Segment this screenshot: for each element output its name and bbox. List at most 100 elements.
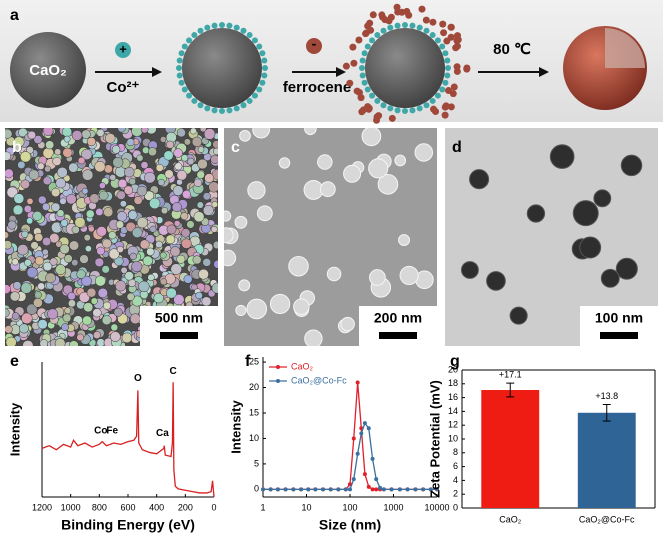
grain — [37, 162, 45, 170]
scale-bar — [600, 332, 638, 339]
grain — [115, 220, 124, 229]
grain — [186, 220, 195, 229]
ferrocene-molecule — [439, 20, 447, 28]
data-point — [362, 421, 367, 426]
grain — [49, 257, 58, 266]
grain — [42, 176, 52, 186]
grain — [23, 204, 32, 213]
cobalt-ion — [387, 105, 394, 112]
particle — [377, 174, 399, 195]
grain — [88, 225, 95, 233]
cobalt-ion — [364, 86, 371, 93]
particle — [239, 129, 251, 142]
particle — [549, 144, 575, 169]
cobalt-ion — [246, 32, 253, 39]
ferrocene-molecule — [453, 37, 461, 45]
grain — [196, 201, 204, 209]
y-tick-label: 20 — [448, 364, 458, 374]
grain — [26, 303, 38, 315]
grain — [97, 287, 108, 299]
grain — [183, 274, 193, 284]
data-point — [313, 487, 318, 492]
grain — [56, 209, 65, 218]
scale-bar — [379, 332, 417, 339]
particle — [182, 28, 262, 108]
particle — [317, 154, 333, 170]
cobalt-ion — [442, 79, 449, 86]
data-point — [428, 487, 433, 492]
particle — [319, 181, 336, 198]
x-tick-label: 200 — [178, 502, 193, 512]
particle — [252, 128, 270, 139]
grain — [172, 185, 184, 196]
particle — [340, 316, 355, 332]
grain — [119, 200, 127, 208]
grain — [26, 217, 34, 225]
data-point — [421, 487, 426, 492]
grain — [71, 225, 80, 234]
grain — [120, 266, 128, 274]
panel-label: d — [452, 139, 462, 156]
grain — [21, 312, 33, 325]
grain — [95, 207, 104, 216]
grain — [165, 234, 176, 245]
grain — [116, 245, 124, 253]
grain — [83, 234, 91, 242]
ion-sign: + — [119, 41, 127, 56]
grain — [11, 258, 19, 266]
grain — [128, 177, 136, 186]
grain — [42, 202, 51, 211]
data-point — [268, 487, 273, 492]
particle — [394, 154, 407, 167]
grain — [33, 135, 43, 145]
grain — [159, 251, 167, 259]
particle — [398, 234, 411, 247]
grain — [128, 210, 138, 220]
scale-bar-label: 200 nm — [374, 310, 422, 326]
cobalt-ion — [359, 72, 366, 79]
cobalt-ion — [380, 27, 387, 34]
grain — [90, 297, 98, 305]
grain — [63, 135, 71, 143]
ferrocene-molecule — [365, 105, 373, 113]
grain — [147, 147, 157, 157]
cobalt-ion — [439, 86, 446, 93]
grain — [81, 148, 93, 160]
grain — [44, 165, 51, 173]
grain — [11, 312, 20, 320]
data-point — [355, 380, 360, 385]
step-label: 80 ℃ — [493, 41, 531, 58]
grain — [5, 325, 13, 334]
scheme-background — [0, 0, 663, 122]
data-point — [374, 487, 379, 492]
grain — [189, 128, 197, 135]
grain — [191, 283, 198, 291]
grain — [210, 225, 218, 233]
grain — [5, 168, 14, 179]
grain — [62, 284, 73, 295]
grain — [62, 147, 73, 158]
grain — [201, 296, 212, 307]
grain — [96, 338, 106, 346]
grain — [85, 245, 92, 253]
grain — [5, 231, 9, 240]
y-tick-label: 2 — [453, 489, 458, 499]
grain — [54, 148, 62, 156]
grain — [211, 201, 218, 208]
error-bar — [506, 382, 515, 398]
particle — [224, 210, 232, 222]
cobalt-ion — [191, 97, 198, 104]
shell-cutaway — [605, 28, 645, 68]
x-tick-label: 100 — [342, 502, 357, 512]
data-point — [336, 487, 341, 492]
cobalt-ion — [444, 57, 451, 64]
cobalt-ion — [374, 97, 381, 104]
particle — [469, 169, 490, 190]
grain — [24, 259, 32, 267]
grain — [77, 156, 86, 165]
grain — [147, 273, 155, 282]
cobalt-ion — [394, 22, 401, 29]
ferrocene-molecule — [350, 59, 358, 67]
cobalt-ion — [261, 72, 268, 79]
